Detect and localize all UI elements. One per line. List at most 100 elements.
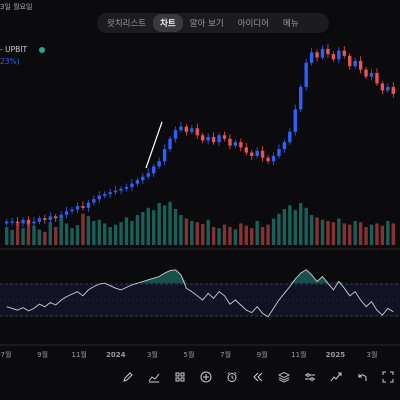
candle-body (190, 128, 194, 132)
candle-body (326, 48, 330, 55)
price-chart[interactable]: 7월 9월 11월 2024 3월 5월 7월 9월 11월 2025 3월 (0, 0, 400, 365)
symbol-legend[interactable]: - UPBIT (0, 45, 46, 54)
candle-body (331, 54, 336, 60)
volume-bar (124, 217, 129, 245)
volume-bar (152, 210, 156, 245)
volume-bar (260, 227, 265, 245)
volume-bar (380, 225, 385, 245)
x-tick-label: 9월 (257, 350, 268, 359)
pencil-icon[interactable] (120, 369, 136, 385)
indicators-icon[interactable] (146, 369, 162, 385)
add-icon[interactable] (198, 369, 214, 385)
x-tick-label: 5월 (184, 350, 195, 359)
tab-explore[interactable]: 알아 보기 (189, 19, 224, 29)
volume-bar (239, 223, 243, 245)
volume-bar (211, 227, 216, 245)
volume-bar (92, 221, 96, 245)
candle-body (260, 150, 265, 158)
x-tick-label: 11월 (291, 350, 306, 359)
candle-body (184, 126, 189, 132)
date-label: 3일 월요일 (0, 3, 33, 11)
candle-body (168, 138, 172, 150)
volume-bar (37, 229, 42, 245)
candle-body (26, 219, 31, 224)
candle-body (358, 61, 363, 70)
candle-body (266, 157, 270, 162)
x-tick-label: 7월 (1, 350, 12, 359)
candle-body (179, 126, 183, 131)
candle-body (103, 194, 107, 196)
candle-body (228, 138, 232, 146)
candle-body (364, 69, 368, 77)
candle-body (299, 86, 303, 110)
volume-bar (353, 221, 357, 245)
volume-bar (271, 218, 276, 245)
volume-bar (141, 212, 145, 245)
tab-watchlist[interactable]: 왓치리스트 (107, 19, 147, 29)
tab-chart[interactable]: 차트 (153, 14, 183, 32)
volume-bar (315, 217, 319, 245)
x-tick-label: 11월 (72, 350, 87, 359)
oscillator-line (6, 269, 394, 318)
volume-bar (195, 222, 199, 245)
volume-bar (337, 218, 341, 245)
volume-bar (250, 228, 254, 245)
volume-bar (277, 213, 281, 245)
candle-body (141, 176, 145, 181)
grid-icon[interactable] (172, 369, 188, 385)
trend-icon[interactable] (328, 369, 344, 385)
candle-body (211, 137, 216, 143)
candle-body (5, 221, 9, 224)
volume-bar (130, 221, 134, 245)
volume-bar (326, 221, 330, 245)
candle-body (386, 86, 390, 91)
settings-sliders-icon[interactable] (302, 369, 318, 385)
volume-bar (135, 215, 140, 245)
volume-bar (162, 205, 167, 245)
trend-line-drawing[interactable] (145, 121, 163, 169)
tab-menu[interactable]: 메뉴 (283, 19, 299, 29)
alarm-icon[interactable] (224, 369, 240, 385)
volume-bar (113, 224, 118, 245)
volume-bar (168, 201, 172, 245)
layers-icon[interactable] (276, 369, 292, 385)
volume-bar (391, 223, 395, 245)
candle-body (375, 73, 379, 84)
oscillator-overbought-fill (6, 269, 394, 284)
time-axis: 7월 9월 11월 2024 3월 5월 7월 9월 11월 2025 3월 (1, 350, 378, 359)
volume-bar (32, 225, 36, 245)
volume-bar (48, 222, 52, 245)
volume-bar (309, 215, 314, 245)
candle-body (157, 161, 161, 167)
volume-bar (304, 207, 308, 245)
volume-bar (299, 203, 303, 245)
undo-icon[interactable] (354, 369, 370, 385)
candle-body (135, 180, 140, 184)
candle-body (130, 183, 134, 188)
candle-body (353, 61, 357, 67)
volume-bars (5, 201, 395, 245)
candlesticks (5, 44, 395, 228)
main-nav-tabs: 왓치리스트 차트 알아 보기 아이디어 메뉴 (97, 13, 329, 33)
candle-body (222, 135, 227, 139)
replay-icon[interactable] (250, 369, 266, 385)
volume-bar (119, 222, 123, 245)
volume-bar (97, 219, 101, 245)
volume-bar (184, 218, 189, 245)
fullscreen-icon[interactable] (380, 369, 396, 385)
candle-body (173, 130, 178, 139)
candle-body (380, 83, 385, 91)
change-percent: 23%) (0, 57, 20, 66)
candle-body (277, 149, 281, 156)
x-tick-label: 2025 (326, 351, 346, 359)
candle-body (152, 166, 156, 174)
candle-body (124, 187, 129, 189)
volume-bar (59, 218, 63, 245)
candle-body (97, 195, 101, 200)
volume-bar (348, 224, 352, 245)
tab-ideas[interactable]: 아이디어 (237, 19, 270, 29)
volume-bar (222, 224, 227, 245)
candle-body (86, 202, 91, 208)
candle-body (255, 150, 259, 156)
candle-body (119, 188, 123, 191)
